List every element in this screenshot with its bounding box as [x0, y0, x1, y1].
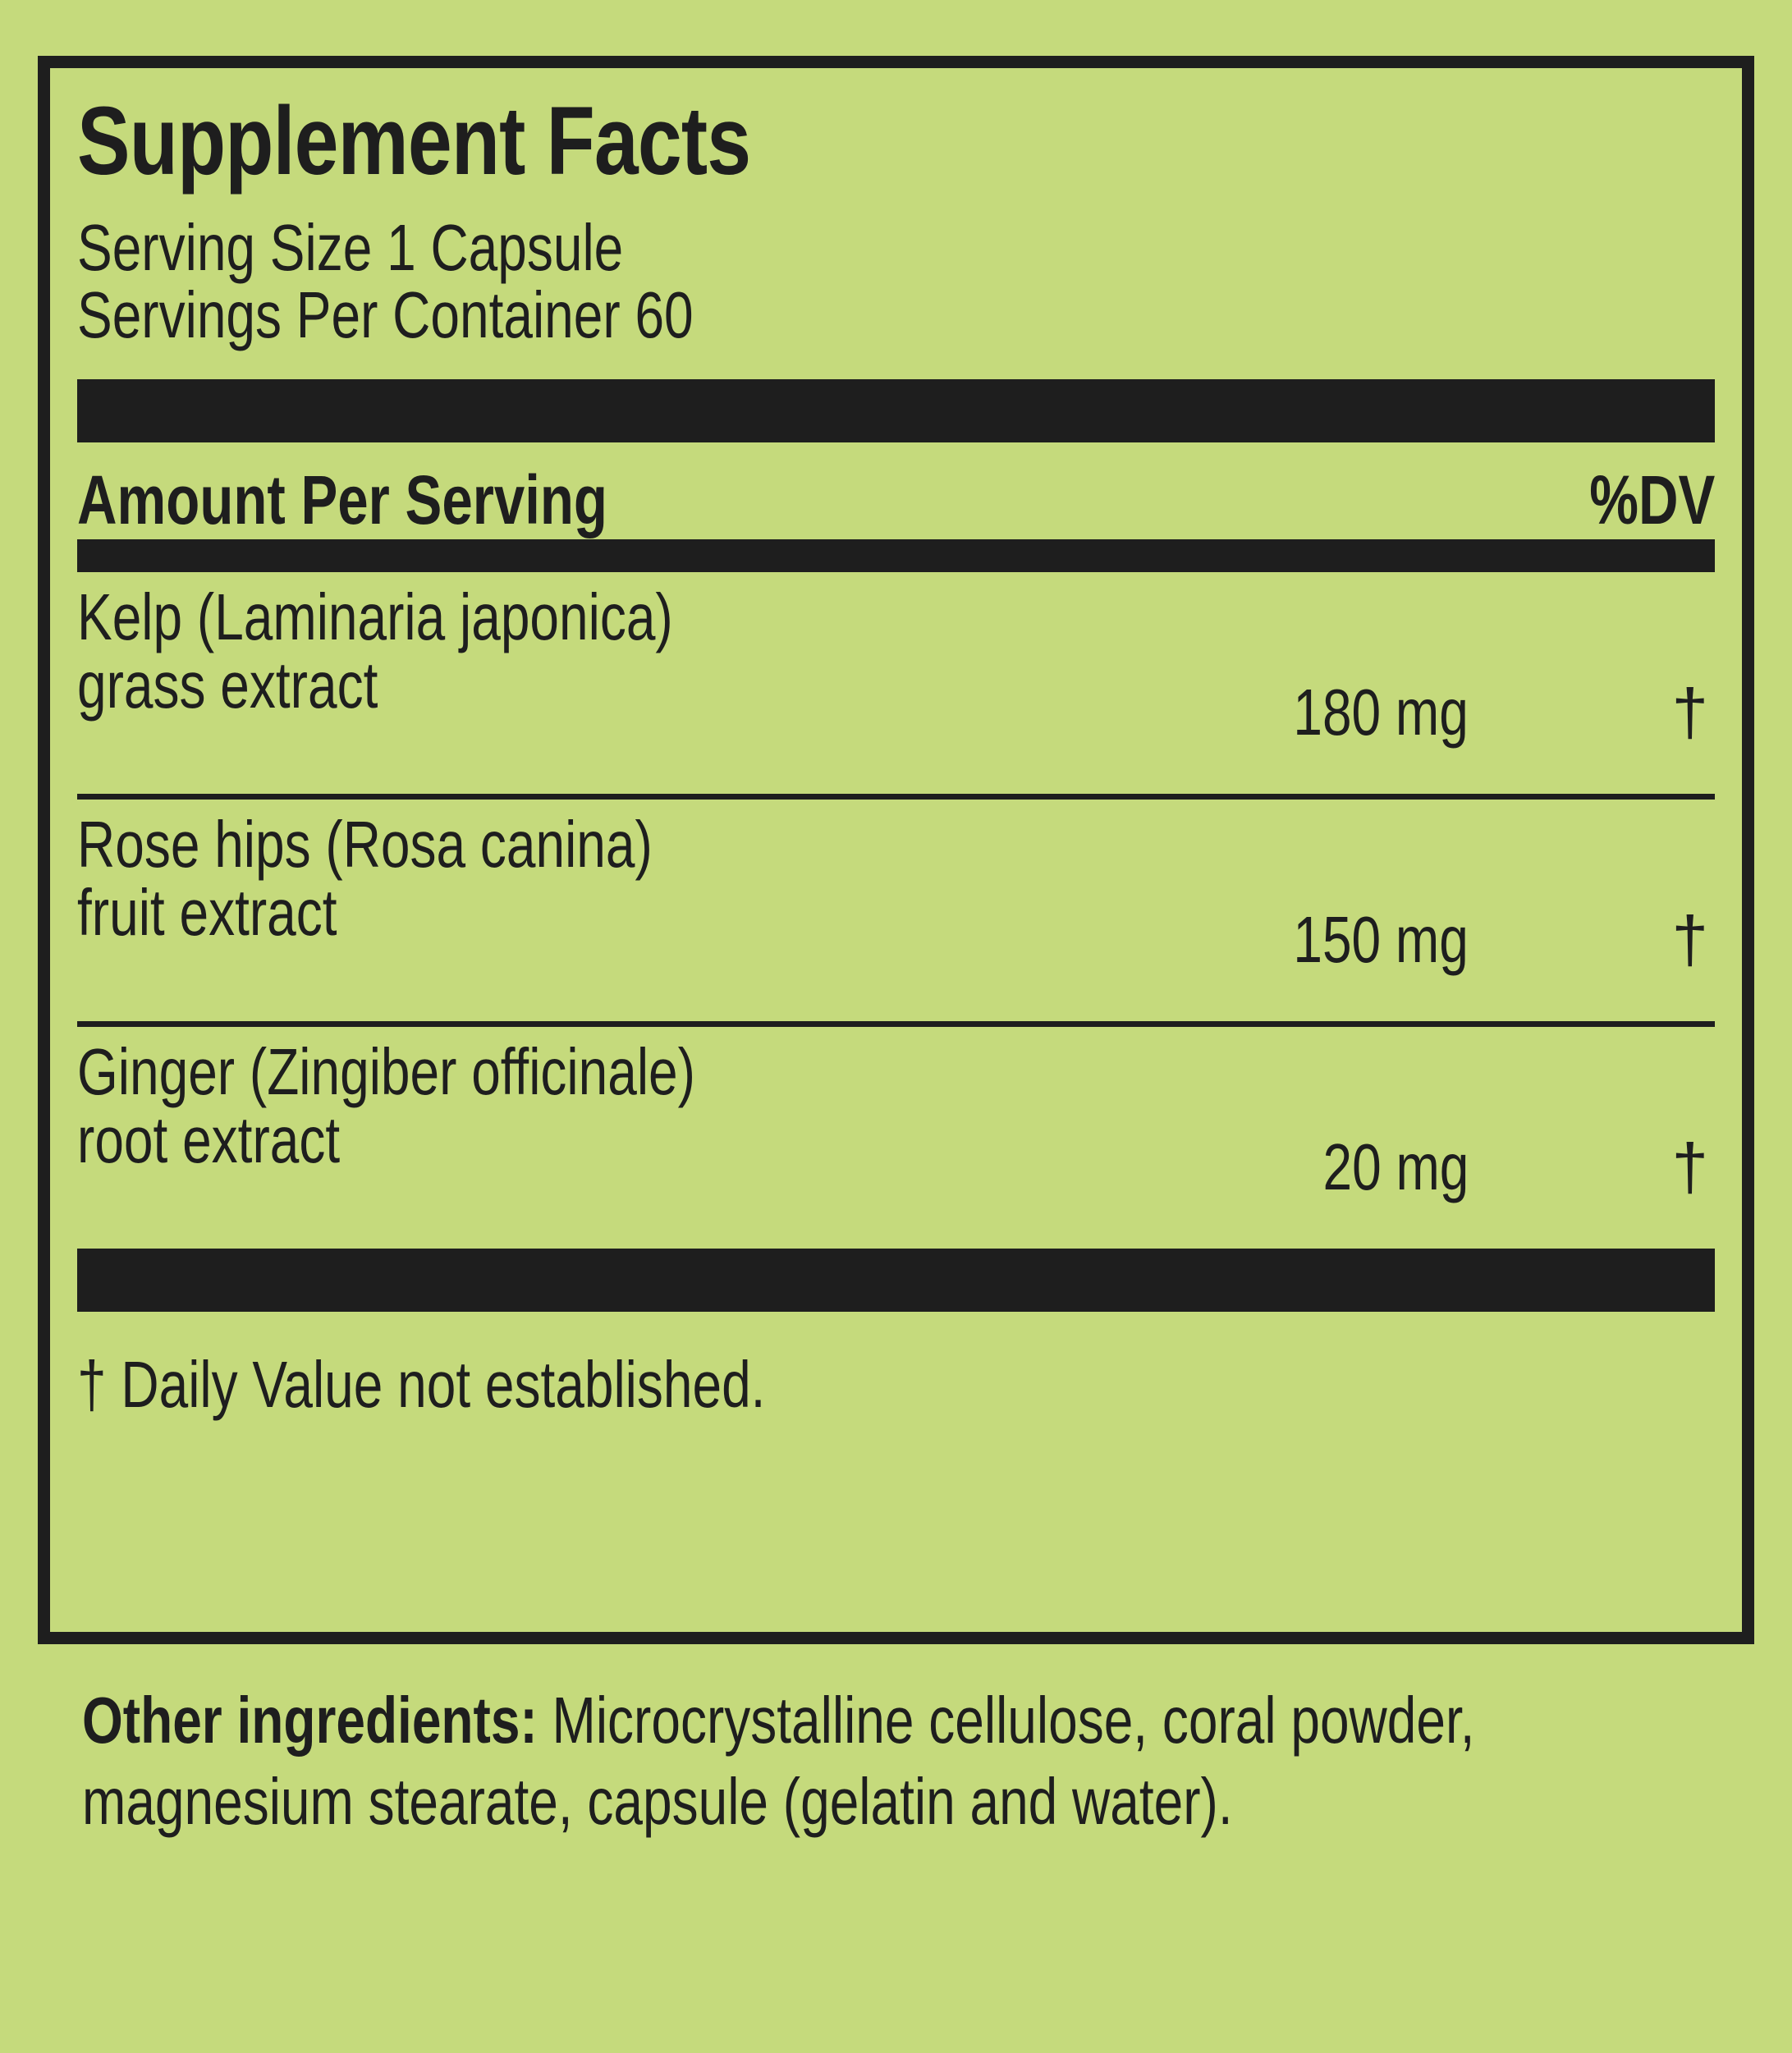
- ingredient-row: Rose hips (Rosa canina) fruit extract 15…: [77, 800, 1715, 1021]
- divider-thick-top: [77, 379, 1715, 443]
- serving-size-text: Serving Size 1 Capsule: [77, 211, 624, 284]
- ingredient-row: Kelp (Laminaria japonica) grass extract …: [77, 572, 1715, 794]
- ingredient-name-line2: root extract: [77, 1102, 341, 1176]
- daily-value-footnote: † Daily Value not established.: [77, 1348, 766, 1422]
- page-title: Supplement Facts: [77, 87, 751, 195]
- ingredient-name-line1: Ginger (Zingiber officinale): [77, 1035, 695, 1109]
- divider-thin-row-1: [77, 794, 1715, 800]
- supplement-facts-content: Supplement Facts Serving Size 1 Capsule …: [50, 68, 1742, 1632]
- other-ingredients-label: Other ingredients:: [82, 1684, 538, 1757]
- divider-thin-row-2: [77, 1021, 1715, 1028]
- ingredient-daily-value: †: [1671, 903, 1709, 977]
- ingredient-name: Rose hips (Rosa canina) fruit extract: [77, 808, 653, 949]
- ingredient-name-line1: Rose hips (Rosa canina): [77, 808, 653, 882]
- ingredient-name-line1: Kelp (Laminaria japonica): [77, 580, 673, 654]
- amount-per-serving-header-row: Amount Per Serving %DV: [77, 442, 1715, 539]
- other-ingredients-section: Other ingredients: Microcrystalline cell…: [82, 1680, 1724, 1842]
- other-ingredients-text: Microcrystalline cellulose, coral powder…: [82, 1684, 1475, 1839]
- ingredient-amount: 150 mg: [1293, 903, 1469, 977]
- other-ingredients-paragraph: Other ingredients: Microcrystalline cell…: [82, 1680, 1724, 1842]
- ingredient-amount: 20 mg: [1322, 1130, 1469, 1204]
- ingredient-daily-value: †: [1671, 1130, 1709, 1204]
- ingredient-name-line2: grass extract: [77, 648, 378, 722]
- supplement-facts-panel: Supplement Facts Serving Size 1 Capsule …: [38, 56, 1754, 1644]
- servings-per-container-text: Servings Per Container 60: [77, 277, 694, 351]
- amount-per-serving-label: Amount Per Serving: [77, 461, 607, 539]
- divider-thick-bottom: [77, 1249, 1715, 1313]
- ingredient-name: Ginger (Zingiber officinale) root extrac…: [77, 1038, 695, 1174]
- serving-info-block: Serving Size 1 Capsule Servings Per Cont…: [77, 214, 1715, 348]
- ingredient-name: Kelp (Laminaria japonica) grass extract: [77, 583, 673, 722]
- ingredient-name-line2: fruit extract: [77, 875, 337, 949]
- daily-value-column-header: %DV: [1588, 461, 1715, 539]
- ingredient-amount: 180 mg: [1293, 676, 1469, 749]
- ingredient-row: Ginger (Zingiber officinale) root extrac…: [77, 1027, 1715, 1249]
- divider-medium-under-header: [77, 539, 1715, 573]
- ingredient-daily-value: †: [1671, 676, 1709, 749]
